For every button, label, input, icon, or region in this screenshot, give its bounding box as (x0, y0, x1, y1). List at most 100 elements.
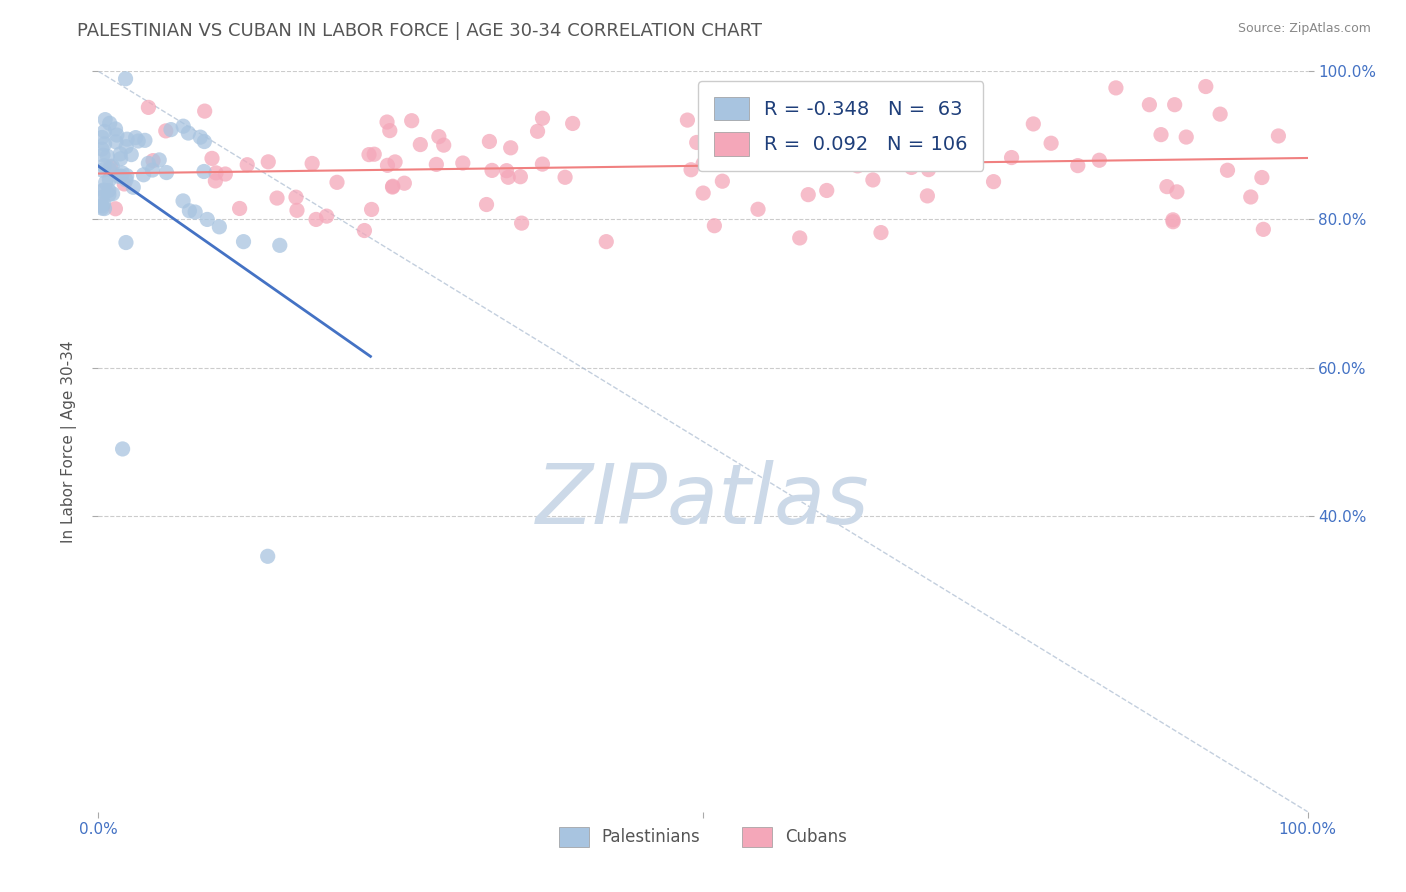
Point (375, 115, 398, 129)
Point (93, 196, 115, 211)
Point (409, 137, 432, 152)
Point (1105, 81, 1128, 95)
Point (394, 176, 416, 190)
Point (676, 113, 699, 128)
Point (110, 169, 132, 183)
Point (155, 165, 177, 179)
Point (425, 157, 447, 171)
Point (1040, 136, 1063, 151)
Point (870, 226, 893, 240)
Point (184, 205, 207, 219)
Point (848, 103, 870, 118)
Point (177, 126, 200, 140)
Point (868, 157, 890, 171)
Point (142, 153, 165, 168)
Point (94, 175, 117, 189)
Point (91, 148, 114, 162)
Point (1163, 97, 1185, 112)
Point (797, 187, 820, 202)
Point (942, 108, 965, 122)
Point (724, 124, 747, 138)
Point (228, 202, 250, 216)
Point (353, 223, 375, 237)
Point (703, 219, 725, 233)
Point (315, 209, 337, 223)
Point (124, 130, 146, 145)
Point (900, 161, 922, 175)
Point (883, 96, 905, 111)
Point (91, 184, 114, 198)
Point (91, 199, 114, 213)
Point (526, 124, 548, 138)
Point (1240, 190, 1263, 204)
Y-axis label: In Labor Force | Age 30-34: In Labor Force | Age 30-34 (60, 340, 77, 543)
Point (93, 159, 115, 173)
Point (1209, 107, 1232, 121)
Point (232, 235, 254, 249)
Point (1216, 163, 1239, 178)
Point (377, 158, 399, 172)
Point (815, 184, 838, 198)
Point (1156, 179, 1178, 194)
Point (204, 174, 226, 188)
Point (879, 131, 901, 145)
Point (1137, 97, 1160, 112)
Point (789, 231, 811, 245)
Point (101, 186, 124, 201)
Point (266, 191, 288, 205)
Point (1195, 79, 1218, 94)
Point (561, 116, 583, 130)
Point (115, 139, 138, 153)
Point (112, 177, 135, 191)
Point (983, 175, 1005, 189)
Point (894, 149, 917, 163)
Point (193, 135, 215, 149)
Point (110, 147, 132, 161)
Point (111, 166, 134, 180)
Point (427, 129, 450, 144)
Point (97, 184, 120, 198)
Point (98, 162, 121, 177)
Legend: Palestinians, Cubans: Palestinians, Cubans (550, 818, 856, 855)
Point (93, 183, 115, 197)
Point (155, 124, 177, 138)
Text: Source: ZipAtlas.com: Source: ZipAtlas.com (1237, 22, 1371, 36)
Point (931, 133, 953, 147)
Point (862, 173, 884, 187)
Point (917, 189, 939, 203)
Point (214, 167, 236, 181)
Point (194, 104, 217, 119)
Point (100, 160, 122, 174)
Point (1175, 130, 1198, 145)
Point (378, 123, 401, 137)
Point (104, 202, 127, 216)
Point (957, 148, 980, 162)
Point (953, 152, 976, 166)
Point (301, 156, 323, 170)
Point (305, 212, 328, 227)
Point (208, 219, 231, 234)
Point (495, 163, 517, 178)
Point (132, 168, 155, 182)
Point (104, 135, 127, 149)
Point (747, 202, 769, 217)
Point (770, 128, 793, 143)
Point (401, 113, 423, 128)
Point (755, 145, 778, 159)
Point (960, 130, 983, 145)
Point (692, 186, 714, 200)
Point (91, 201, 114, 215)
Point (1161, 212, 1184, 227)
Point (93, 202, 115, 216)
Point (681, 162, 703, 177)
Point (820, 152, 842, 166)
Point (1253, 222, 1275, 236)
Point (172, 119, 194, 133)
Point (160, 122, 183, 136)
Point (94, 112, 117, 127)
Point (876, 145, 898, 160)
Point (122, 180, 145, 194)
Point (257, 154, 280, 169)
Point (363, 147, 385, 161)
Point (201, 152, 224, 166)
